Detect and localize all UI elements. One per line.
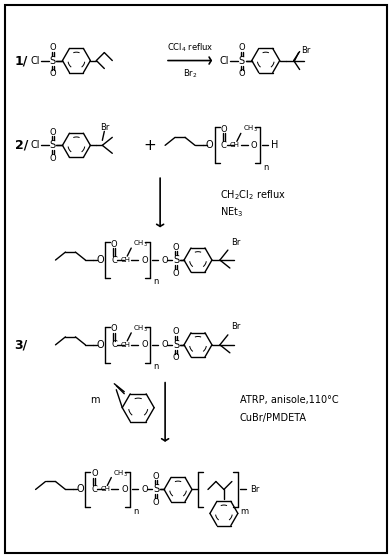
Text: O: O (221, 125, 227, 134)
Text: O: O (173, 268, 180, 277)
Text: H: H (271, 140, 278, 150)
Text: 1/: 1/ (15, 54, 28, 67)
Text: S: S (173, 255, 179, 265)
Text: O: O (238, 69, 245, 78)
Text: C: C (111, 340, 117, 349)
Text: CuBr/PMDETA: CuBr/PMDETA (240, 413, 307, 422)
Text: S: S (173, 340, 179, 350)
Text: 3/: 3/ (15, 338, 28, 352)
Text: S: S (239, 56, 245, 65)
Text: O: O (91, 469, 98, 478)
Text: O: O (173, 328, 180, 336)
Text: 2/: 2/ (15, 139, 28, 152)
Text: CH$_2$Cl$_2$ reflux: CH$_2$Cl$_2$ reflux (220, 188, 286, 202)
Text: O: O (111, 239, 118, 248)
Text: Cl: Cl (31, 56, 40, 65)
Text: CH: CH (120, 257, 130, 263)
Text: n: n (153, 362, 158, 371)
Text: O: O (141, 256, 148, 264)
Text: O: O (96, 340, 104, 350)
Text: S: S (153, 484, 159, 494)
Text: O: O (96, 255, 104, 265)
Text: CH$_3$: CH$_3$ (133, 239, 148, 249)
Text: O: O (141, 485, 148, 494)
Text: O: O (161, 256, 168, 264)
Text: ATRP, anisole,110°C: ATRP, anisole,110°C (240, 395, 338, 405)
Text: n: n (133, 507, 139, 516)
Text: O: O (238, 43, 245, 52)
Text: m: m (240, 507, 248, 516)
Text: CH$_3$: CH$_3$ (243, 124, 258, 134)
Text: NEt$_3$: NEt$_3$ (220, 205, 243, 219)
Text: O: O (121, 485, 128, 494)
Text: O: O (206, 140, 214, 150)
Text: Cl: Cl (31, 140, 40, 150)
Text: n: n (263, 163, 268, 172)
Text: O: O (76, 484, 84, 494)
Text: C: C (111, 256, 117, 264)
Text: CH: CH (120, 342, 130, 348)
Text: O: O (49, 43, 56, 52)
Text: Br: Br (301, 46, 311, 55)
Text: O: O (111, 324, 118, 333)
Text: CCl$_4$ reflux: CCl$_4$ reflux (167, 41, 213, 54)
Text: O: O (251, 141, 258, 150)
Text: C: C (91, 485, 97, 494)
Text: O: O (173, 353, 180, 362)
Text: S: S (49, 56, 56, 65)
Text: CH: CH (230, 142, 240, 148)
Text: m: m (91, 395, 100, 405)
Text: O: O (49, 154, 56, 163)
Text: C: C (221, 141, 227, 150)
Text: O: O (161, 340, 168, 349)
Text: Br: Br (100, 123, 109, 132)
Text: Br: Br (231, 238, 240, 247)
Text: n: n (153, 277, 158, 286)
Text: S: S (49, 140, 56, 150)
Text: O: O (49, 69, 56, 78)
Text: CH: CH (100, 487, 110, 493)
Text: Br: Br (231, 323, 240, 331)
Text: CH$_3$: CH$_3$ (113, 468, 128, 479)
Text: Br$_2$: Br$_2$ (183, 68, 197, 80)
Text: CH$_3$: CH$_3$ (133, 324, 148, 334)
Text: Cl: Cl (220, 56, 229, 65)
Text: Br: Br (250, 485, 259, 494)
Text: O: O (49, 128, 56, 137)
Text: O: O (153, 472, 160, 481)
Text: O: O (141, 340, 148, 349)
Text: O: O (173, 243, 180, 252)
Text: O: O (153, 498, 160, 507)
Text: +: + (144, 138, 156, 153)
